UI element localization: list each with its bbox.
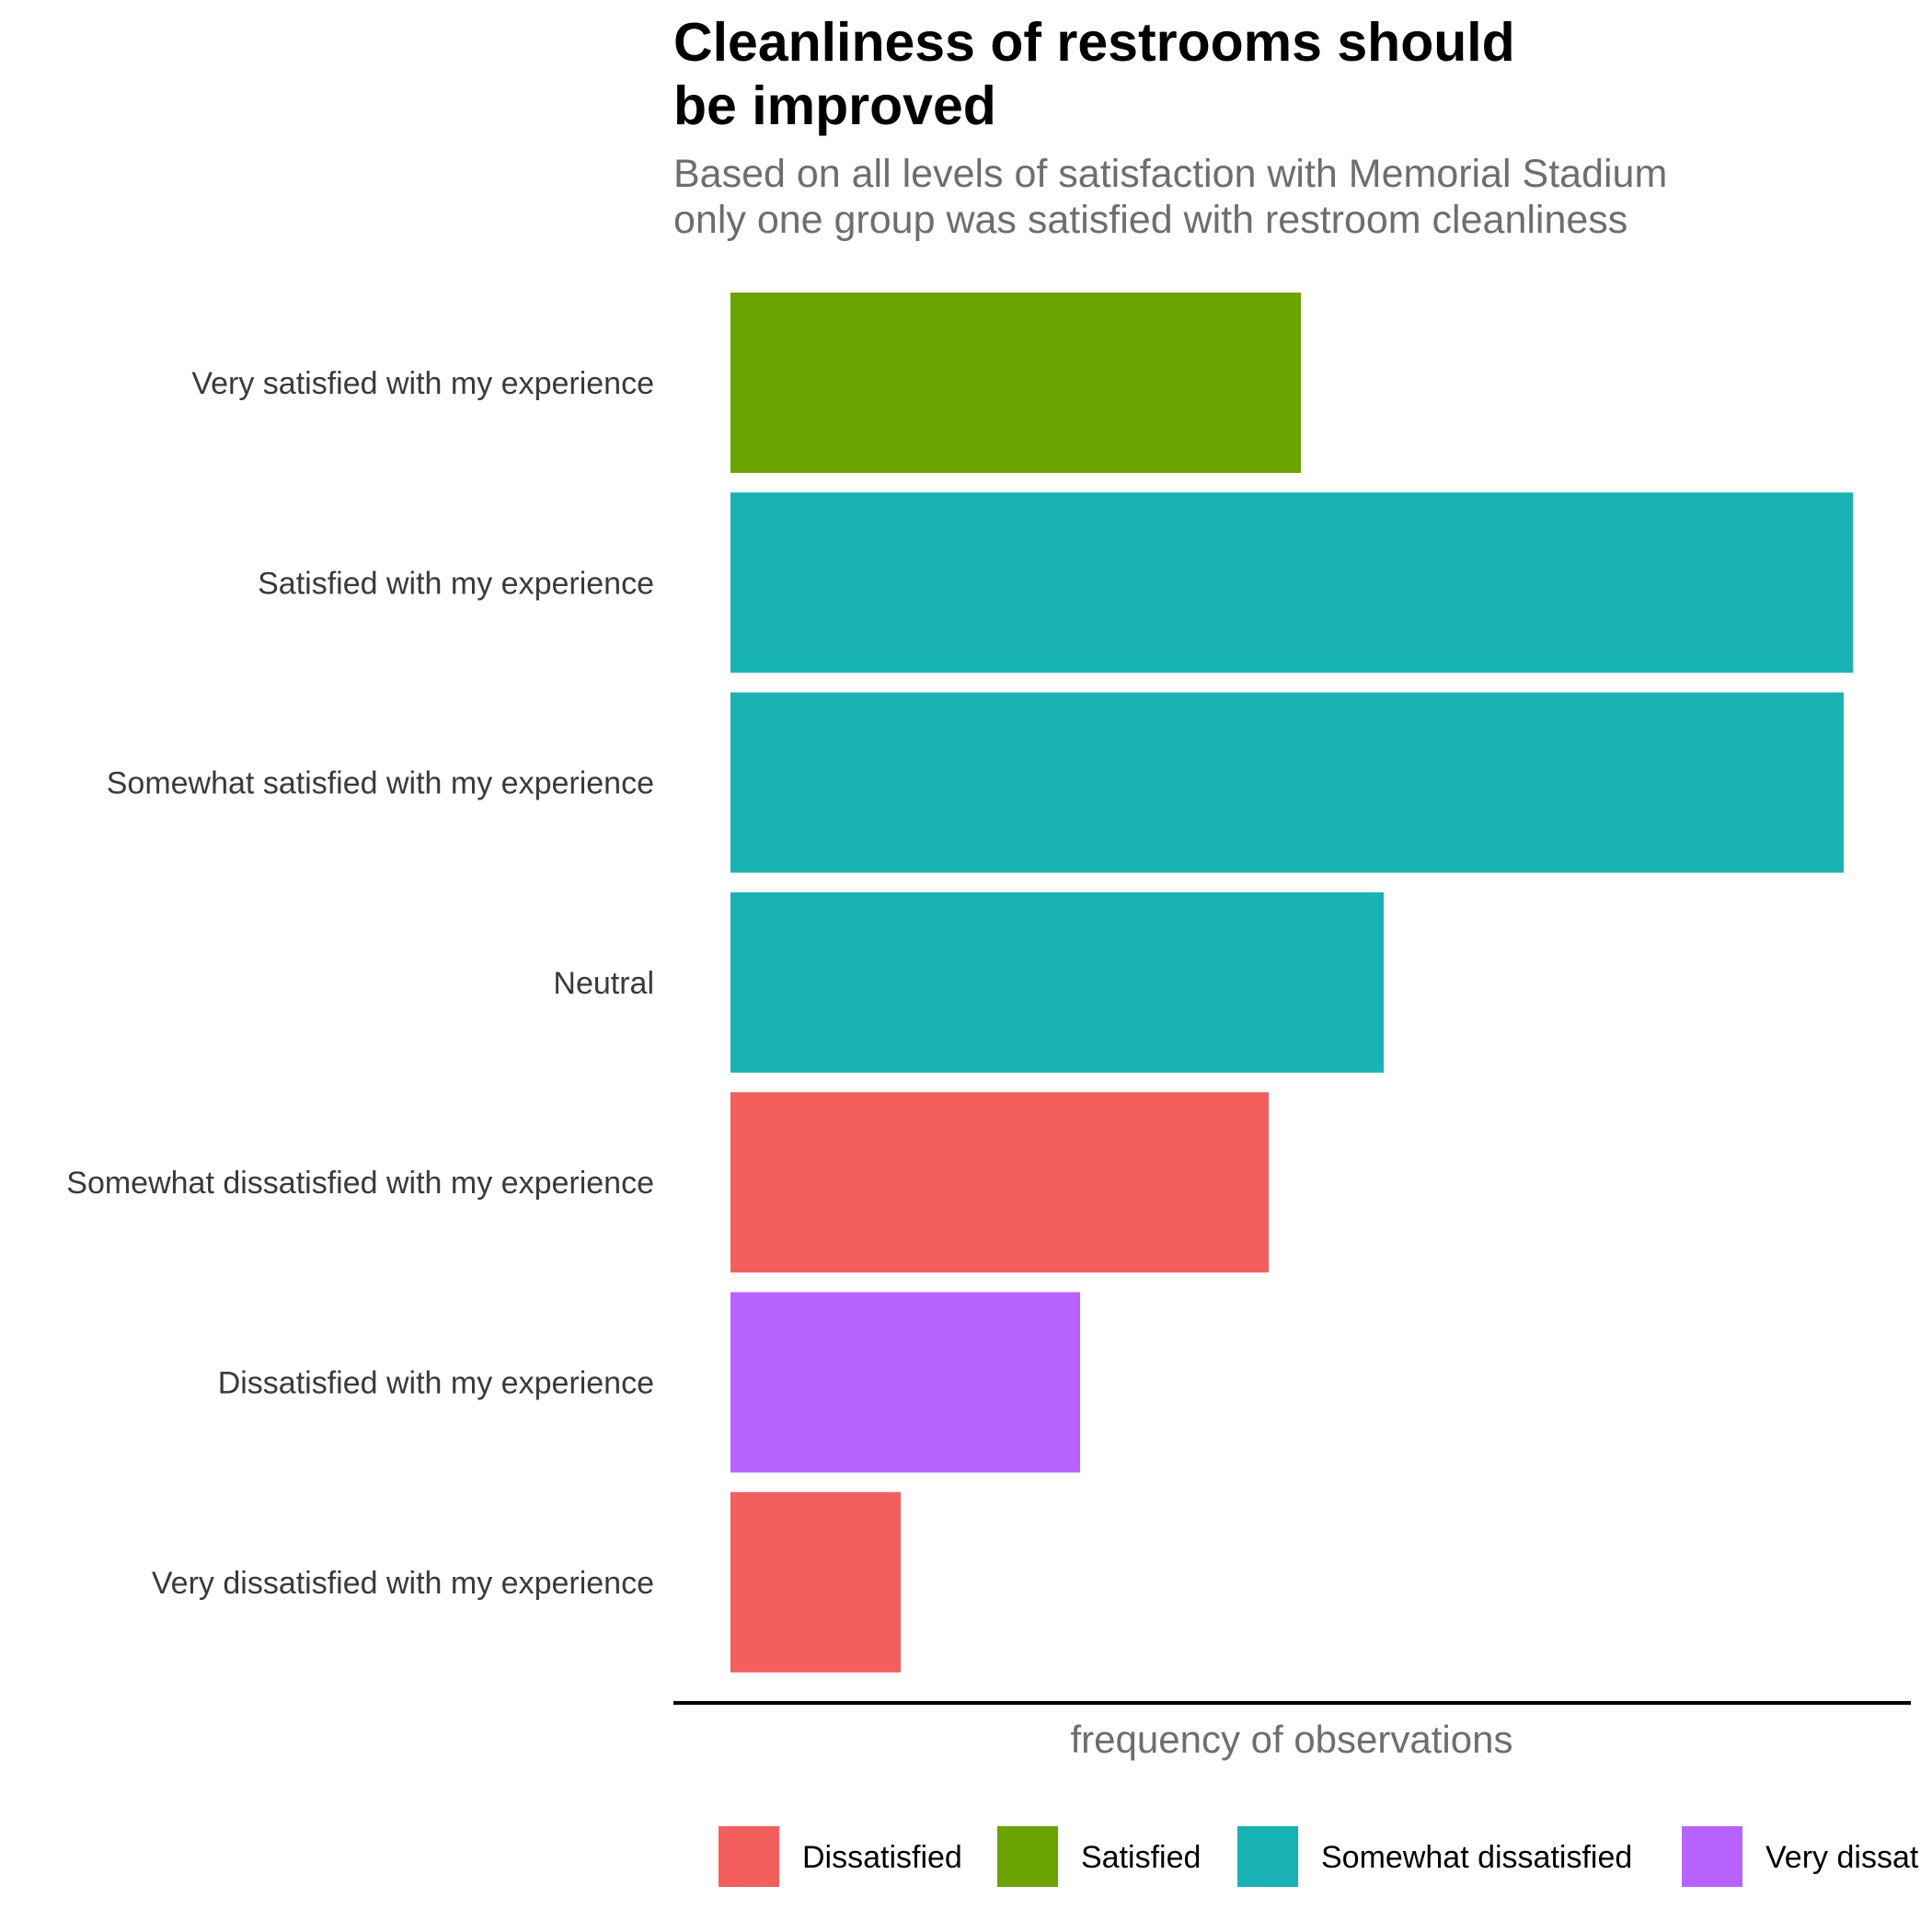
y-tick-label: Somewhat satisfied with my experience [107,766,654,801]
y-tick-label: Neutral [553,966,654,1001]
legend-swatch [719,1826,779,1887]
legend: Dissatisfied Satisfied Somewhat dissatisfi… [719,1826,1919,1887]
y-tick-label: Very dissatisfied with my experience [152,1566,654,1601]
legend-label: Somewhat dissatisfied [1321,1840,1632,1875]
bar-3 [730,692,1844,873]
legend-label: Dissatisfied [802,1840,962,1875]
x-axis-title: frequency of observations [1071,1718,1513,1761]
legend-item: Dissatisfied [719,1826,962,1887]
legend-label: Satisfied [1081,1840,1201,1875]
bar-7 [730,1491,901,1673]
y-tick-label: Very satisfied with my experience [191,366,654,401]
y-tick-label: Satisfied with my experience [258,566,654,601]
chart-title: Cleanliness of restrooms should be impro… [673,12,1515,136]
legend-item: Satisfied [997,1826,1201,1887]
bars-layer [730,293,1853,1673]
bar-5 [730,1092,1269,1273]
chart-title-line-2: be improved [673,75,996,136]
bar-2 [730,492,1853,673]
y-tick-label: Dissatisfied with my experience [218,1366,654,1401]
chart-subtitle-line-2: only one group was satisfied with restro… [673,198,1627,242]
y-tick-label: Somewhat dissatisfied with my experience [66,1166,654,1201]
bar-1 [730,293,1301,473]
legend-swatch [997,1826,1058,1887]
legend-label: Very dissat [1765,1840,1919,1875]
chart-title-line-1: Cleanliness of restrooms should [673,12,1515,73]
legend-swatch [1682,1826,1742,1887]
bar-6 [730,1292,1080,1473]
chart-subtitle-line-1: Based on all levels of satisfaction with… [673,152,1667,196]
legend-item: Very dissat [1682,1826,1919,1887]
bar-4 [730,891,1384,1073]
legend-swatch [1237,1826,1298,1887]
chart-subtitle: Based on all levels of satisfaction with… [673,152,1667,242]
legend-item: Somewhat dissatisfied [1237,1826,1632,1887]
category-labels: Very satisfied with my experience Satisfi… [66,366,654,1601]
